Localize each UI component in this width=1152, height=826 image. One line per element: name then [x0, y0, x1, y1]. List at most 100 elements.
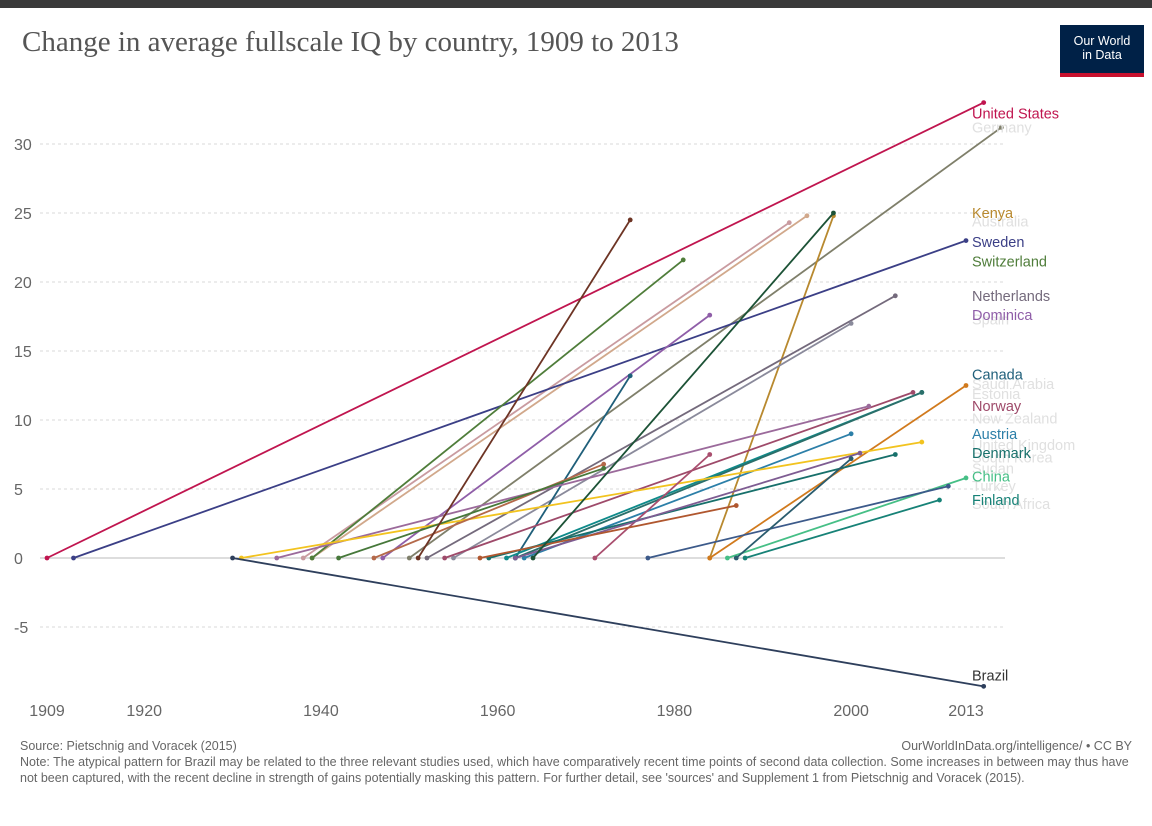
data-point: [848, 431, 854, 437]
x-tick-label: 1980: [657, 703, 693, 720]
country-label: Switzerland: [972, 254, 1047, 270]
faint-country-label: Germany: [972, 120, 1032, 136]
series-line: [232, 557, 984, 688]
faint-country-label: Sudan: [972, 461, 1014, 477]
y-tick-label: 0: [14, 551, 23, 568]
series-germany: [406, 125, 1004, 561]
data-point: [274, 555, 280, 561]
data-point: [300, 555, 306, 561]
data-point: [981, 100, 987, 105]
data-point: [892, 293, 898, 299]
top-bar: [0, 0, 1152, 8]
series-switzerland: [309, 257, 686, 561]
series-unlabeled: [274, 403, 872, 561]
data-point: [707, 555, 713, 561]
data-point: [707, 312, 713, 318]
x-tick-label: 1920: [126, 703, 162, 720]
y-tick-label: -5: [14, 620, 28, 637]
data-point: [804, 213, 810, 219]
data-point: [645, 555, 651, 561]
country-label: Norway: [972, 399, 1022, 415]
country-label: Brazil: [972, 668, 1008, 684]
country-label: Netherlands: [972, 289, 1050, 305]
data-point: [963, 238, 969, 244]
country-label: Denmark: [972, 446, 1032, 462]
y-tick-label: 5: [14, 482, 23, 499]
series-unlabeled: [592, 452, 713, 561]
data-point: [848, 321, 854, 326]
series-line: [276, 405, 870, 559]
data-point: [707, 452, 713, 457]
data-point: [44, 555, 50, 561]
series-line: [647, 485, 949, 559]
data-point: [71, 555, 76, 561]
data-point: [742, 555, 748, 561]
series-line: [338, 467, 604, 559]
note-text: Note: The atypical pattern for Brazil ma…: [20, 755, 1129, 785]
faint-country-label: United Kingdom: [972, 438, 1075, 454]
series-unlabeled: [707, 383, 969, 561]
series-line: [73, 239, 967, 559]
series-dominica: [380, 312, 713, 561]
series-line: [709, 384, 967, 559]
series-unlabeled: [512, 450, 863, 561]
series-line: [311, 259, 684, 559]
series-line: [744, 499, 940, 559]
chart-title: Change in average fullscale IQ by countr…: [22, 26, 679, 58]
owid-logo[interactable]: Our World in Data: [1060, 25, 1144, 77]
series-brazil: [230, 555, 987, 689]
data-point: [424, 555, 430, 561]
data-point: [981, 683, 987, 689]
data-point: [725, 555, 730, 561]
data-point: [601, 465, 607, 471]
country-label: China: [972, 470, 1011, 486]
data-point: [415, 555, 421, 561]
source-text: Source: Pietschnig and Voracek (2015): [20, 739, 237, 753]
data-point: [371, 555, 377, 561]
data-point: [336, 555, 342, 561]
faint-country-label: Australia: [972, 214, 1029, 230]
series-finland: [742, 497, 942, 561]
series-unlabeled: [477, 503, 739, 561]
logo-line-2: in Data: [1082, 48, 1122, 62]
data-point: [733, 503, 739, 508]
series-line: [708, 215, 835, 559]
data-point: [945, 483, 951, 489]
source-url[interactable]: OurWorldInData.org/intelligence/ • CC BY: [901, 739, 1132, 753]
data-point: [477, 555, 483, 561]
series-unlabeled: [733, 456, 854, 561]
data-point: [848, 456, 854, 462]
x-tick-label: 1909: [29, 703, 65, 720]
data-point: [230, 555, 235, 561]
data-point: [786, 220, 792, 226]
series-sweden: [71, 238, 969, 561]
data-point: [380, 555, 386, 561]
faint-country-label: Saudi Arabia: [972, 377, 1055, 393]
series-line: [479, 504, 737, 559]
series-line: [373, 463, 605, 559]
data-point: [309, 555, 315, 561]
series-line: [735, 457, 852, 559]
data-point: [919, 439, 925, 445]
series-unlabeled: [645, 483, 951, 561]
series-norway: [442, 390, 916, 561]
series-unlabeled: [239, 439, 925, 561]
data-point: [831, 210, 836, 216]
series-line: [241, 441, 922, 559]
data-point: [627, 217, 633, 223]
y-tick-label: 15: [14, 344, 32, 361]
data-point: [892, 452, 898, 457]
faint-country-label: Turkey: [972, 479, 1017, 495]
x-tick-label: 1960: [480, 703, 516, 720]
data-point: [504, 555, 509, 561]
data-point: [406, 555, 412, 561]
series-unlabeled: [451, 321, 854, 561]
x-tick-label: 1940: [303, 703, 339, 720]
series-line: [514, 375, 631, 559]
data-point: [521, 555, 527, 561]
series-line: [444, 391, 914, 559]
series-line: [453, 322, 852, 559]
series-line: [515, 452, 861, 559]
data-point: [680, 257, 686, 263]
x-tick-label: 2000: [833, 703, 869, 720]
